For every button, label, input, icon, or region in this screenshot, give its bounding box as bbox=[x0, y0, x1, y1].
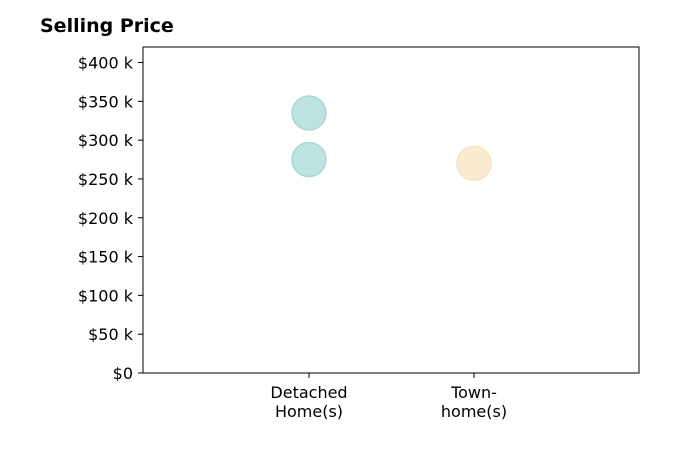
y-tick-label: $150 k bbox=[78, 248, 134, 267]
y-tick-label: $100 k bbox=[78, 286, 134, 305]
y-tick-label: $350 k bbox=[78, 92, 134, 111]
scatter-point bbox=[291, 141, 327, 178]
x-tick-label: Town-home(s) bbox=[441, 383, 507, 421]
scatter-point bbox=[456, 145, 492, 182]
y-tick-label: $250 k bbox=[78, 170, 134, 189]
y-tick-label: $400 k bbox=[78, 54, 134, 73]
y-tick-label: $50 k bbox=[88, 325, 134, 344]
x-tick-label: Detached Home(s) bbox=[270, 383, 347, 421]
y-tick-label: $200 k bbox=[78, 209, 134, 228]
chart-title: Selling Price bbox=[40, 15, 174, 37]
y-tick-label: $0 bbox=[113, 364, 133, 383]
y-tick-label: $300 k bbox=[78, 131, 134, 150]
scatter-point bbox=[291, 95, 327, 131]
plot-frame bbox=[142, 46, 640, 374]
